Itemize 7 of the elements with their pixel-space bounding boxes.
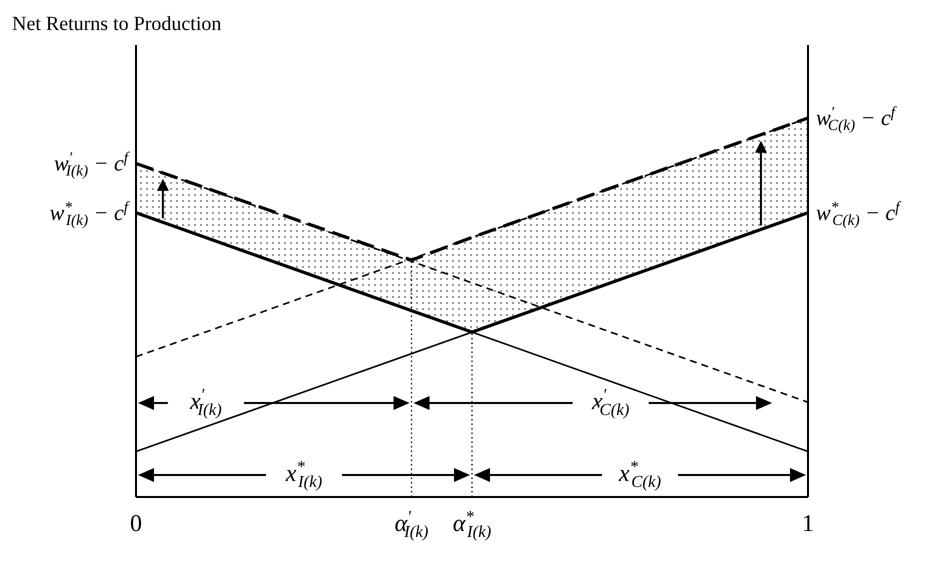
- y-axis-title: Net Returns to Production: [12, 13, 222, 35]
- legend-label: w$^{*}$$_{I(k)}$ − c$^{f}$: [50, 198, 131, 230]
- series-label: w$^{*}$$_{C(k)}$ − c$^{f}$: [816, 198, 902, 230]
- x-tick-label: 0: [130, 511, 142, 537]
- x-tick-label: 1: [802, 511, 814, 537]
- series-label: w$^{'}$$_{C(k)}$ − c$^{f}$: [816, 104, 898, 134]
- series-label: w$^{'}$$_{I(k)}$ − c$^{f}$: [54, 149, 131, 180]
